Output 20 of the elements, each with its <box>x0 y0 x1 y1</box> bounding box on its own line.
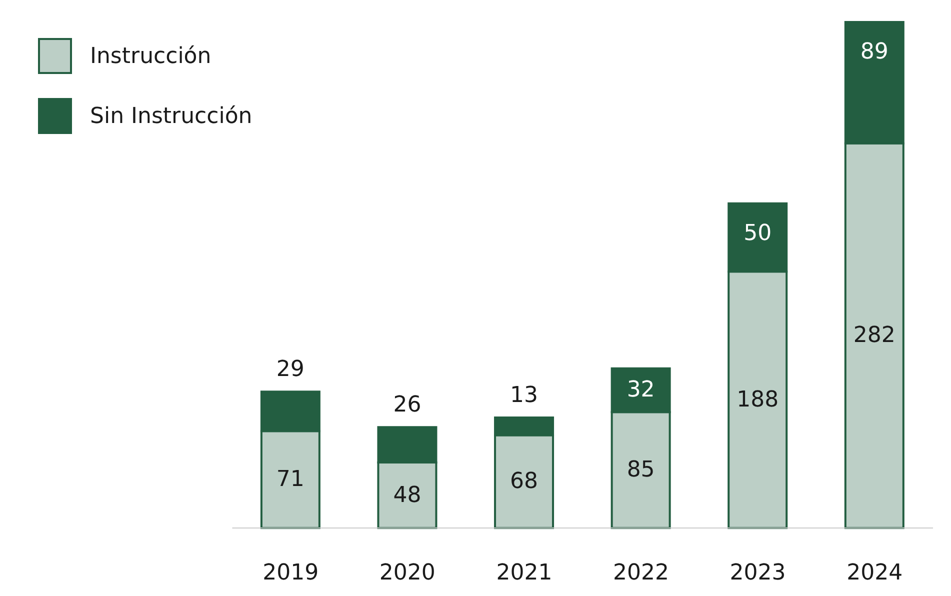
data-label: 13 <box>510 383 538 408</box>
x-tick-label: 2020 <box>379 560 436 586</box>
legend-label: Sin Instrucción <box>90 104 252 128</box>
data-label: 26 <box>393 392 422 418</box>
data-label: 85 <box>626 458 655 483</box>
data-label: 50 <box>744 220 772 246</box>
data-label: 32 <box>626 378 655 403</box>
legend-label: Instrucción <box>90 44 212 68</box>
x-tick-label: 2022 <box>613 560 670 586</box>
data-label: 29 <box>276 357 304 382</box>
data-label: 282 <box>853 323 896 348</box>
x-tick-label: 2024 <box>846 560 903 586</box>
data-label: 188 <box>736 387 779 412</box>
data-label: 89 <box>860 40 888 64</box>
data-label: 68 <box>510 469 538 494</box>
data-label: 71 <box>276 467 304 492</box>
x-tick-label: 2019 <box>262 560 319 586</box>
x-tick-label: 2023 <box>730 560 786 586</box>
data-label: 48 <box>393 482 422 508</box>
x-tick-label: 2021 <box>496 560 552 586</box>
